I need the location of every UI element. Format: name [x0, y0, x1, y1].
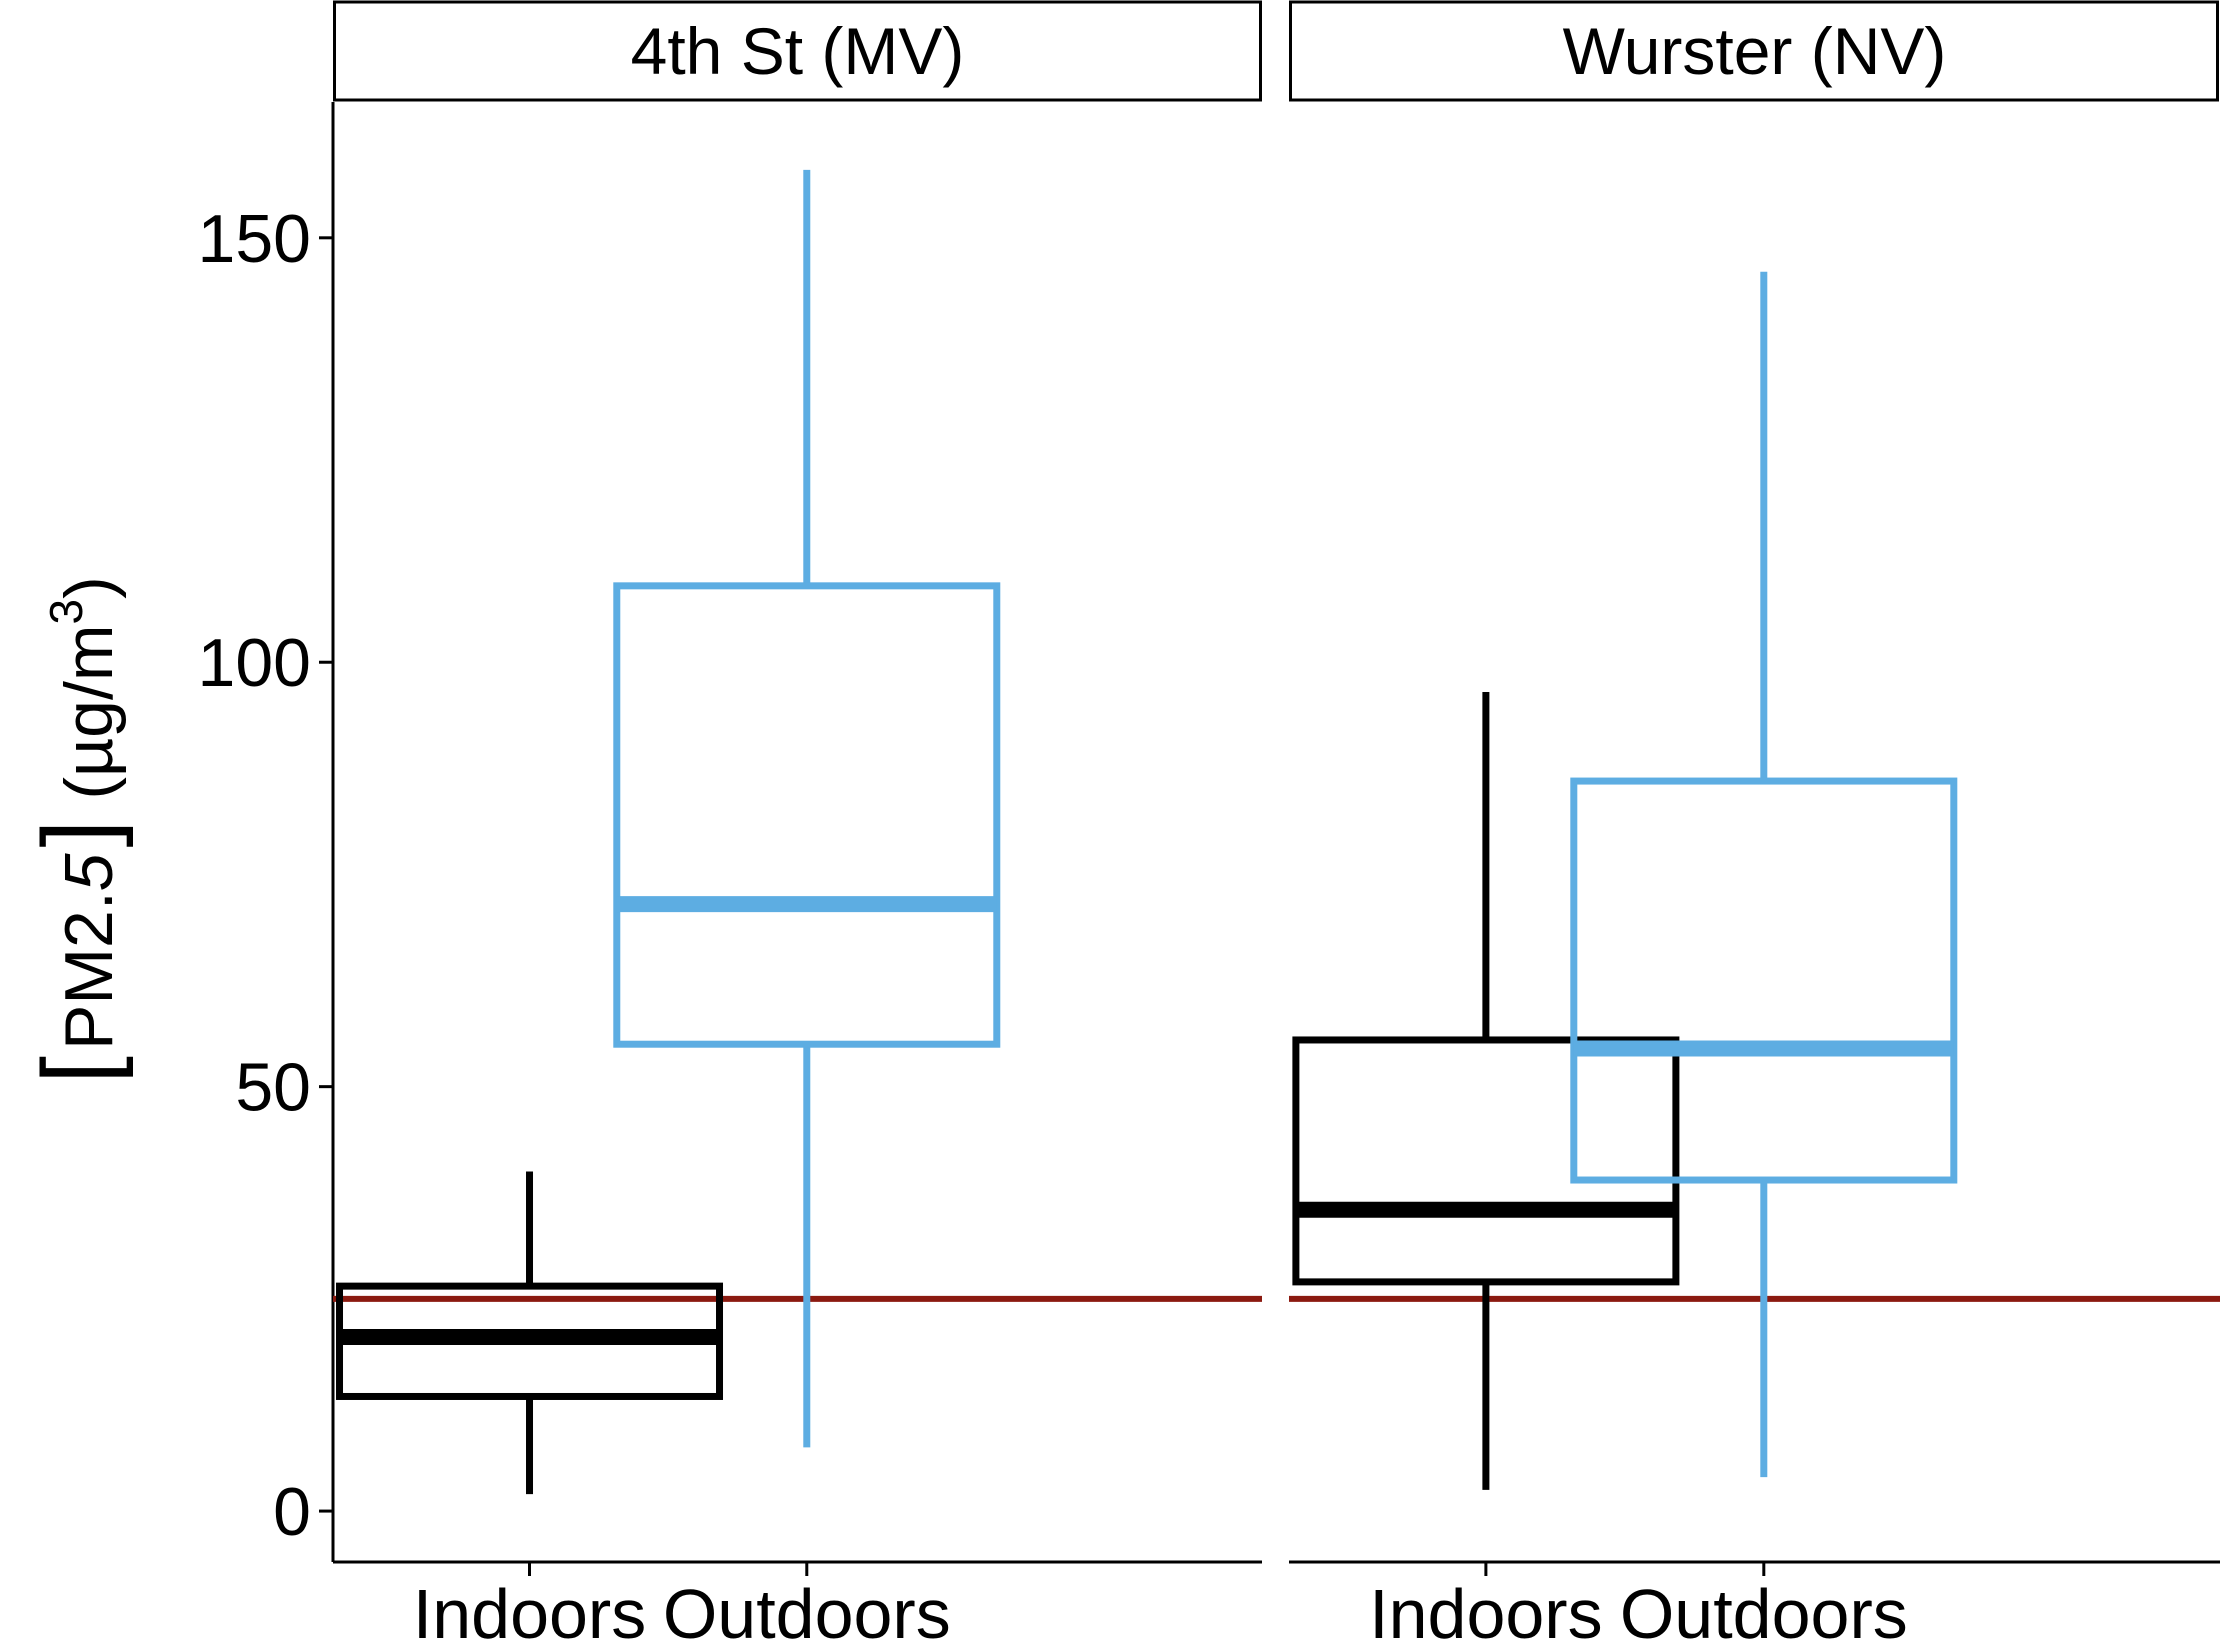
box-outdoors: Outdoors [613, 169, 1001, 1646]
facet-strip [333, 0, 1262, 102]
box-outdoors: Outdoors [1570, 271, 1958, 1646]
y-axis-title-bracket-open: [ [22, 1056, 134, 1084]
y-tick-label: 0 [273, 1474, 311, 1550]
box-body [1570, 777, 1958, 1184]
y-axis-title-unit-open: (µg/m [51, 624, 127, 799]
svg-text:[PM2.5](µg/m3): [ PM2.5] (µg/m3) [22, 576, 134, 1084]
y-tick-label: 150 [198, 201, 311, 277]
y-axis-title-italic: 5 [51, 853, 127, 891]
box-body [613, 582, 1001, 1048]
x-tick-label: Indoors [413, 1575, 646, 1646]
facet-strip-label: 4th St (MV) [631, 14, 965, 88]
y-tick-label: 50 [235, 1050, 311, 1126]
box-body [1292, 1036, 1680, 1286]
y-axis-title: [ PM2.5] (µg/m3) [22, 576, 134, 1084]
y-tick-label: 100 [198, 625, 311, 701]
y-axis-title-unit-sup: 3 [40, 599, 92, 625]
facet-strip [1289, 0, 2219, 102]
box-indoors: Indoors [1292, 691, 1680, 1646]
x-tick-label: Outdoors [663, 1575, 951, 1646]
panel-1: 4th St (MV) Indoors Outdoors [333, 0, 1262, 1646]
box-indoors: Indoors [336, 1171, 724, 1646]
y-axis-title-main: PM2. [51, 891, 127, 1050]
y-axis-title-bracket-close: ] [22, 820, 134, 848]
panel-2: Wurster (NV) Indoors Outdoors [1289, 0, 2220, 1646]
y-axis-title-unit-close: ) [51, 576, 127, 599]
x-tick-label: Indoors [1369, 1575, 1602, 1646]
x-tick-label: Outdoors [1620, 1575, 1908, 1646]
facet-strip-label: Wurster (NV) [1563, 14, 1947, 88]
